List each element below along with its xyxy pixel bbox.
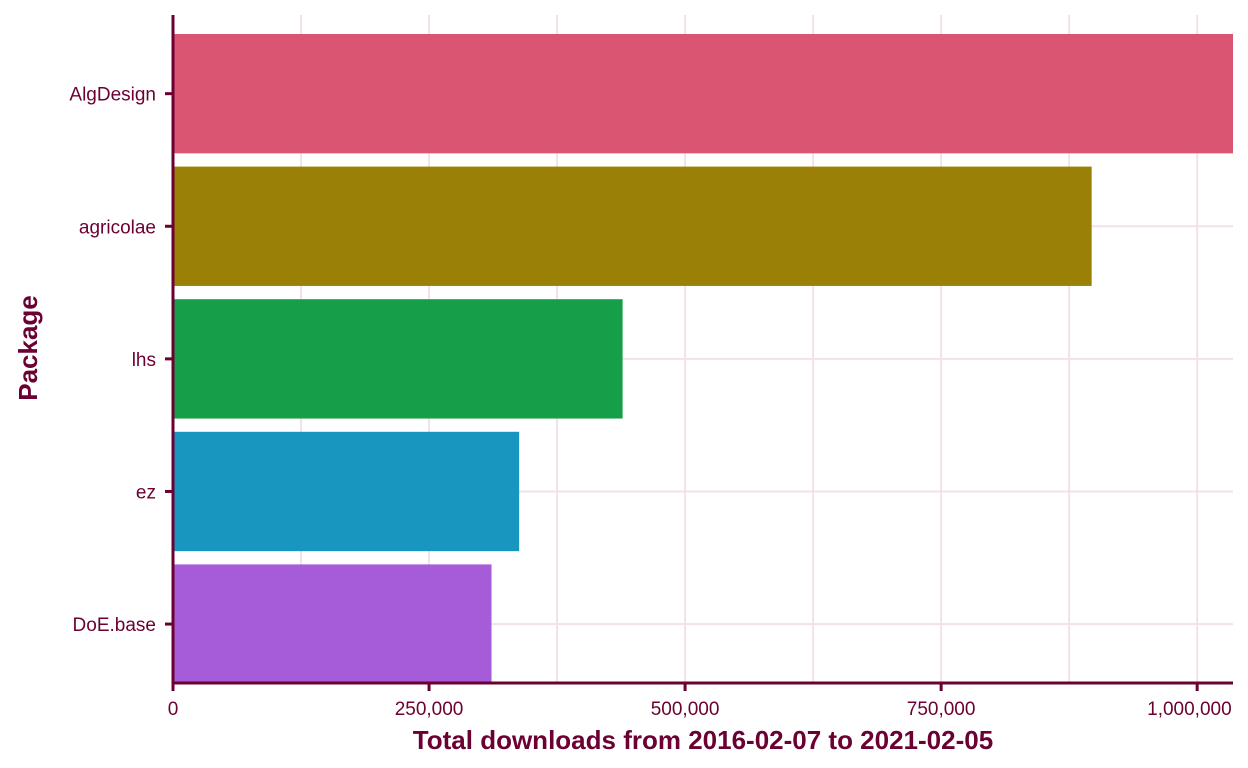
y-tick-label: agricolae xyxy=(79,217,156,238)
x-axis-ticks: 0 250,000 500,000 750,000 1,000,000 xyxy=(168,683,1232,720)
bars xyxy=(173,34,1233,684)
bar-ez xyxy=(173,431,520,552)
y-tick-label: DoE.base xyxy=(73,615,156,636)
bar-agricolae xyxy=(173,166,1092,286)
y-tick-label: AlgDesign xyxy=(69,85,156,106)
bar-algdesign xyxy=(173,34,1233,154)
y-tick-label: ez xyxy=(136,482,156,503)
x-axis-title: Total downloads from 2016-02-07 to 2021-… xyxy=(413,725,993,755)
x-tick-label: 500,000 xyxy=(651,699,720,720)
bar-lhs xyxy=(173,299,623,419)
x-tick-label: 750,000 xyxy=(907,699,976,720)
bar-doe-base xyxy=(173,564,492,684)
y-tick-label: lhs xyxy=(132,350,156,371)
x-tick-label: 1,000,000 xyxy=(1147,699,1232,720)
axes xyxy=(171,15,1233,685)
x-tick-label: 0 xyxy=(168,699,179,720)
y-axis-title: Package xyxy=(13,295,43,401)
y-axis-ticks: AlgDesign agricolae lhs ez DoE.base xyxy=(69,85,173,636)
x-tick-label: 250,000 xyxy=(395,699,464,720)
